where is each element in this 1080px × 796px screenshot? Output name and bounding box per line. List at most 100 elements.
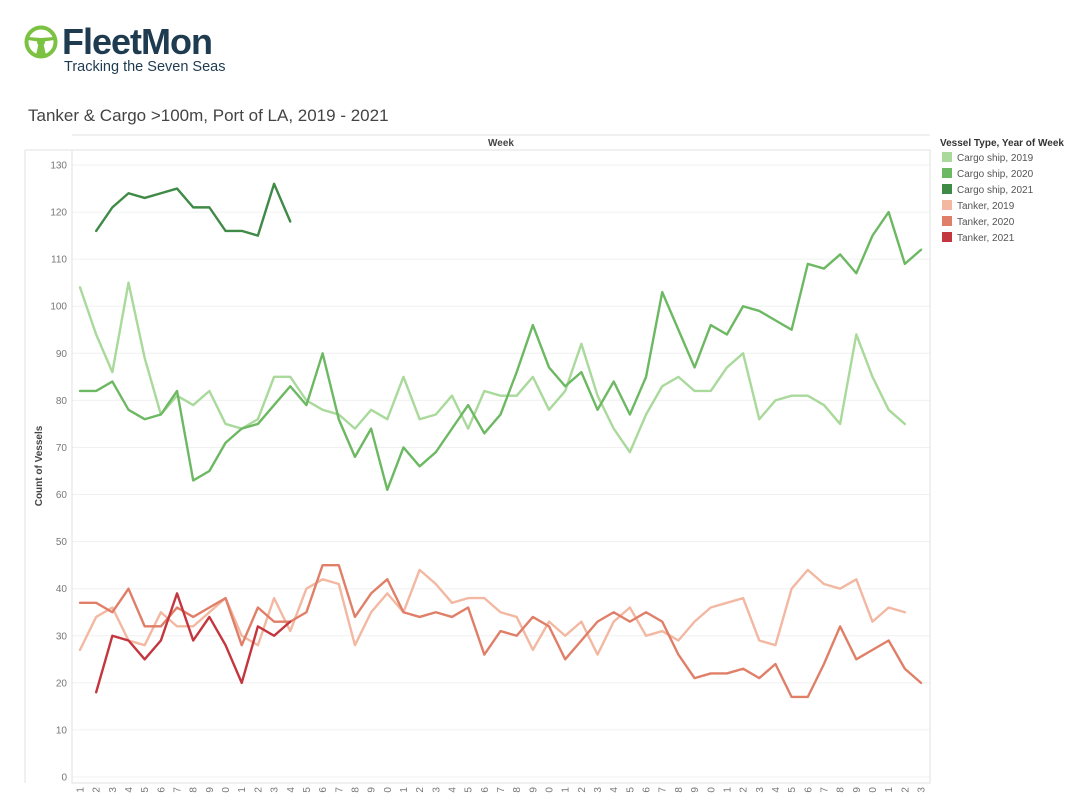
y-axis-label: Count of Vessels (34, 425, 45, 506)
x-tick-label: 4 (286, 787, 297, 793)
y-tick-label: 10 (56, 725, 68, 736)
brand-name: FleetMon (62, 21, 213, 62)
steering-wheel-icon (24, 25, 58, 59)
x-tick-label: 1 (561, 787, 572, 793)
x-tick-label: 9 (528, 787, 539, 793)
legend-swatch-tanker-2020 (942, 216, 952, 226)
x-tick-label: 4 (447, 787, 458, 793)
x-tick-label: 5 (787, 787, 798, 793)
series-line-tanker-2021 (94, 592, 292, 694)
x-tick-label: 9 (205, 787, 216, 793)
x-tick-label: 7 (658, 787, 669, 793)
y-tick-label: 70 (56, 443, 68, 454)
series-line-cargo-ship-2019 (78, 281, 907, 454)
y-axis-ticks: 0 10 20 30 40 50 60 70 80 90 100 110 120 130 (50, 161, 67, 784)
x-tick-label: 8 (674, 787, 685, 793)
x-tick-label: 3 (270, 787, 281, 793)
series-line-tanker-2020 (78, 563, 923, 699)
legend-label-tanker-2019: Tanker, 2019 (957, 201, 1015, 212)
x-tick-label: 6 (480, 787, 491, 793)
legend-label-cargo-ship-2019: Cargo ship, 2019 (957, 153, 1034, 164)
x-tick-label: 8 (189, 787, 200, 793)
x-tick-label: 2 (739, 787, 750, 793)
legend-label-cargo-ship-2020: Cargo ship, 2020 (957, 169, 1034, 180)
x-tick-label: 1 (76, 787, 87, 793)
x-tick-label: 5 (464, 787, 475, 793)
chart-title: Tanker & Cargo >100m, Port of LA, 2019 -… (28, 106, 389, 125)
x-tick-label: 7 (334, 787, 345, 793)
fleetmon-logo: FleetMon Tracking the Seven Seas (24, 22, 244, 78)
y-tick-label: 130 (50, 161, 67, 172)
x-tick-label: 3 (917, 787, 928, 793)
x-tick-label: 2 (415, 787, 426, 793)
series-line-cargo-ship-2021 (94, 182, 292, 237)
legend-label-tanker-2021: Tanker, 2021 (957, 233, 1015, 244)
x-tick-label: 4 (609, 787, 620, 793)
x-tick-label: 7 (173, 787, 184, 793)
legend-swatch-cargo-ship-2021 (942, 184, 952, 194)
x-tick-label: 6 (318, 787, 329, 793)
x-tick-label: 7 (496, 787, 507, 793)
legend-title: Vessel Type, Year of Week (940, 138, 1064, 149)
legend-swatch-cargo-ship-2019 (942, 152, 952, 162)
x-tick-label: 4 (771, 787, 782, 793)
x-tick-label: 5 (625, 787, 636, 793)
x-tick-label: 2 (900, 787, 911, 793)
x-tick-label: 0 (383, 787, 394, 793)
x-tick-label: 6 (642, 787, 653, 793)
y-tick-label: 50 (56, 537, 68, 548)
x-tick-label: 1 (884, 787, 895, 793)
legend-label-tanker-2020: Tanker, 2020 (957, 217, 1015, 228)
y-tick-label: 100 (50, 302, 67, 313)
x-tick-label: 5 (140, 787, 151, 793)
x-tick-label: 2 (92, 787, 103, 793)
series-line-cargo-ship-2020 (78, 210, 923, 492)
x-tick-label: 8 (836, 787, 847, 793)
y-tick-label: 0 (61, 773, 67, 784)
legend-label-cargo-ship-2021: Cargo ship, 2021 (957, 185, 1034, 196)
y-tick-label: 120 (50, 208, 67, 219)
x-tick-label: 9 (367, 787, 378, 793)
legend-swatch-tanker-2019 (942, 200, 952, 210)
x-tick-label: 8 (350, 787, 361, 793)
y-tick-label: 80 (56, 396, 68, 407)
brand-tagline: Tracking the Seven Seas (64, 59, 226, 75)
y-tick-label: 40 (56, 584, 68, 595)
x-tick-label: 2 (577, 787, 588, 793)
x-tick-label: 3 (755, 787, 766, 793)
x-tick-label: 4 (124, 787, 135, 793)
x-tick-label: 3 (431, 787, 442, 793)
y-tick-label: 30 (56, 631, 68, 642)
y-tick-label: 110 (51, 255, 67, 266)
x-tick-label: 1 (399, 787, 410, 793)
x-tick-label: 0 (868, 787, 879, 793)
y-tick-label: 60 (56, 490, 68, 501)
x-tick-label: 0 (706, 787, 717, 793)
x-tick-label: 9 (690, 787, 701, 793)
x-tick-label: 1 (237, 787, 248, 793)
x-axis-label: Week (488, 138, 514, 149)
x-tick-label: 5 (302, 787, 313, 793)
x-tick-label: 1 (722, 787, 733, 793)
legend-swatch-cargo-ship-2020 (942, 168, 952, 178)
plot-frame (71, 149, 931, 784)
x-tick-label: 6 (156, 787, 167, 793)
gridlines (72, 164, 930, 778)
legend-swatch-tanker-2021 (942, 232, 952, 242)
y-tick-label: 20 (56, 678, 68, 689)
x-tick-label: 0 (221, 787, 232, 793)
series-line-tanker-2019 (78, 568, 907, 656)
x-tick-label: 8 (512, 787, 523, 793)
x-tick-label: 6 (803, 787, 814, 793)
x-tick-label: 3 (108, 787, 119, 793)
y-tick-label: 90 (56, 349, 68, 360)
x-tick-label: 7 (819, 787, 830, 793)
legend: Vessel Type, Year of Week Cargo ship, 20… (940, 138, 1064, 244)
x-tick-label: 3 (593, 787, 604, 793)
x-tick-label: 0 (545, 787, 556, 793)
x-tick-label: 2 (253, 787, 264, 793)
x-tick-label: 9 (852, 787, 863, 793)
series-lines (78, 182, 923, 699)
